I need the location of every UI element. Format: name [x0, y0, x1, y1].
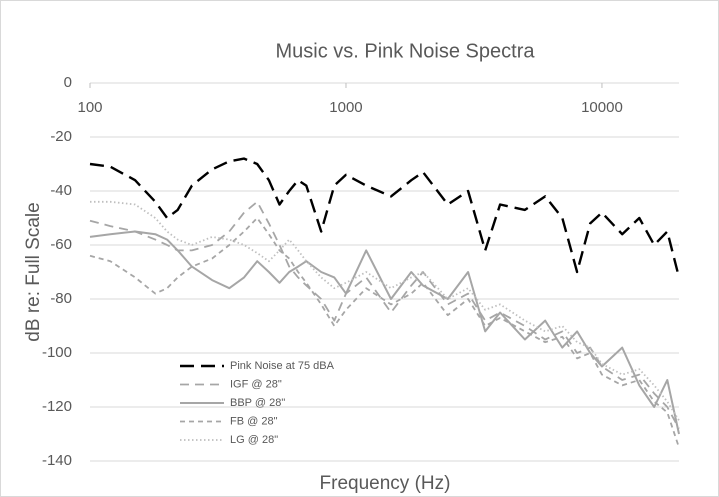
- series-line: [89, 157, 681, 278]
- y-tick-label: -40: [50, 182, 72, 199]
- y-tick-label: -120: [42, 398, 72, 415]
- series-line: [89, 230, 680, 435]
- series-line: [89, 217, 680, 448]
- legend-label: Pink Noise at 75 dBA: [230, 360, 335, 372]
- legend-label: LG @ 28": [230, 434, 278, 446]
- x-tick-label: 100: [77, 99, 102, 116]
- legend-label: FB @ 28": [230, 415, 278, 427]
- y-tick-label: -20: [50, 128, 72, 145]
- legend-label: IGF @ 28": [230, 378, 282, 390]
- y-tick-label: -140: [42, 452, 72, 469]
- y-tick-label: -100: [42, 344, 72, 361]
- y-tick-label: 0: [64, 74, 72, 91]
- y-axis-title: dB re: Full Scale: [23, 202, 44, 341]
- y-tick-label: -60: [50, 236, 72, 253]
- chart-title: Music vs. Pink Noise Spectra: [276, 40, 536, 62]
- y-tick-label: -80: [50, 290, 72, 307]
- series-line: [90, 200, 680, 421]
- x-axis-title: Frequency (Hz): [320, 473, 451, 494]
- x-tick-label: 1000: [329, 99, 362, 116]
- legend-label: BBP @ 28": [230, 397, 285, 409]
- x-tick-label: 10000: [581, 99, 623, 116]
